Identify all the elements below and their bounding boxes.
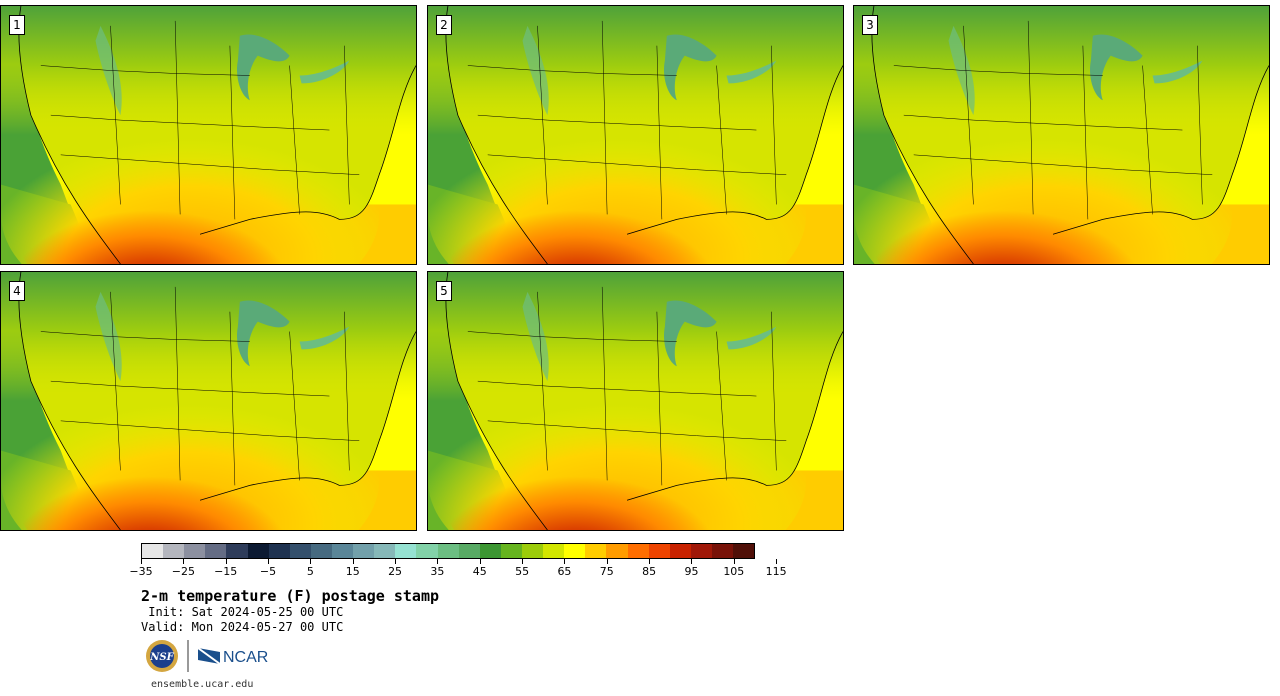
colorbar-swatch	[521, 544, 544, 558]
colorbar-tick-label: 115	[765, 565, 787, 578]
member-label: 4	[9, 281, 25, 301]
colorbar-tick	[310, 559, 312, 564]
colorbar-tick	[649, 559, 651, 564]
colorbar-swatch	[564, 544, 586, 558]
site-url[interactable]: ensemble.ucar.edu	[151, 679, 254, 690]
colorbar-swatch	[184, 544, 206, 558]
colorbar-swatch	[585, 544, 607, 558]
colorbar-swatch	[331, 544, 354, 558]
colorbar-swatch	[247, 544, 269, 558]
ncar-logo: NCAR	[197, 647, 268, 666]
colorbar-ticks: −35 −25 −15 −5 5 15 25 35 45 55 65 75 85 95 105 115	[129, 559, 787, 579]
colorbar-tick-label: −35	[129, 565, 153, 578]
temperature-map	[428, 272, 843, 530]
colorbar-swatch	[543, 544, 565, 558]
colorbar-swatch	[163, 544, 185, 558]
ncar-text: NCAR	[223, 649, 268, 666]
colorbar-tick	[183, 559, 185, 564]
colorbar-tick-label: 55	[515, 565, 530, 578]
colorbar-tick-label: 65	[557, 565, 572, 578]
colorbar-tick-label: 105	[723, 565, 745, 578]
colorbar-tick-label: 75	[599, 565, 614, 578]
colorbar-swatch	[711, 544, 734, 558]
logos: NSF NCAR	[145, 638, 275, 674]
colorbar-tick	[606, 559, 608, 564]
colorbar-tick-label: −25	[171, 565, 195, 578]
init-time: Init: Sat 2024-05-25 00 UTC	[141, 605, 344, 619]
colorbar-tick	[522, 559, 524, 564]
colorbar-swatch	[353, 544, 375, 558]
colorbar-tick-label: 95	[684, 565, 699, 578]
colorbar-tick-label: 35	[430, 565, 445, 578]
member-label: 2	[436, 15, 452, 35]
nsf-text: NSF	[149, 652, 174, 663]
colorbar-swatch	[416, 544, 438, 558]
member-map-4: 4	[0, 271, 417, 531]
member-label: 3	[862, 15, 878, 35]
colorbar-swatch	[733, 544, 755, 558]
colorbar-tick	[395, 559, 397, 564]
colorbar-swatch	[374, 544, 396, 558]
member-map-5: 5	[427, 271, 844, 531]
chart-title: 2-m temperature (F) postage stamp	[141, 587, 440, 605]
temperature-map	[428, 6, 843, 264]
member-map-1: 1	[0, 5, 417, 265]
colorbar-tick-label: 85	[642, 565, 657, 578]
colorbar-swatch	[289, 544, 311, 558]
colorbar-swatch	[669, 544, 691, 558]
colorbar-tick	[776, 559, 778, 564]
temperature-colorbar	[141, 543, 755, 559]
temperature-map	[1, 272, 416, 530]
nsf-ncar-logos: NSF NCAR	[146, 640, 268, 672]
colorbar-swatch	[479, 544, 501, 558]
colorbar-swatch	[142, 544, 164, 558]
valid-time: Valid: Mon 2024-05-27 00 UTC	[141, 620, 344, 634]
colorbar-tick	[733, 559, 735, 564]
colorbar-swatch	[226, 544, 248, 558]
colorbar-tick-label: 15	[345, 565, 360, 578]
colorbar-tick	[437, 559, 439, 564]
colorbar-swatch	[268, 544, 290, 558]
colorbar-tick	[564, 559, 566, 564]
colorbar-swatch	[690, 544, 712, 558]
colorbar-tick	[141, 559, 142, 564]
colorbar-tick	[352, 559, 354, 564]
member-label: 5	[436, 281, 452, 301]
colorbar-swatch	[458, 544, 480, 558]
colorbar-tick-label: 45	[472, 565, 487, 578]
colorbar-tick-label: 25	[388, 565, 403, 578]
colorbar-swatch	[500, 544, 522, 558]
temperature-map	[854, 6, 1269, 264]
colorbar-tick-label: −5	[259, 565, 277, 578]
colorbar-swatch	[395, 544, 417, 558]
nsf-logo: NSF	[146, 640, 178, 672]
colorbar-tick	[225, 559, 227, 564]
colorbar-swatch	[437, 544, 459, 558]
colorbar-tick-label: −15	[214, 565, 238, 578]
member-map-2: 2	[427, 5, 844, 265]
colorbar-swatch	[648, 544, 670, 558]
colorbar-swatch	[606, 544, 628, 558]
colorbar-swatch	[205, 544, 227, 558]
member-label: 1	[9, 15, 25, 35]
colorbar-swatch	[627, 544, 649, 558]
colorbar-tick	[691, 559, 693, 564]
colorbar-tick	[268, 559, 270, 564]
colorbar-swatch	[310, 544, 332, 558]
colorbar-tick	[479, 559, 481, 564]
member-map-3: 3	[853, 5, 1270, 265]
colorbar-tick-label: 5	[306, 565, 314, 578]
temperature-map	[1, 6, 416, 264]
